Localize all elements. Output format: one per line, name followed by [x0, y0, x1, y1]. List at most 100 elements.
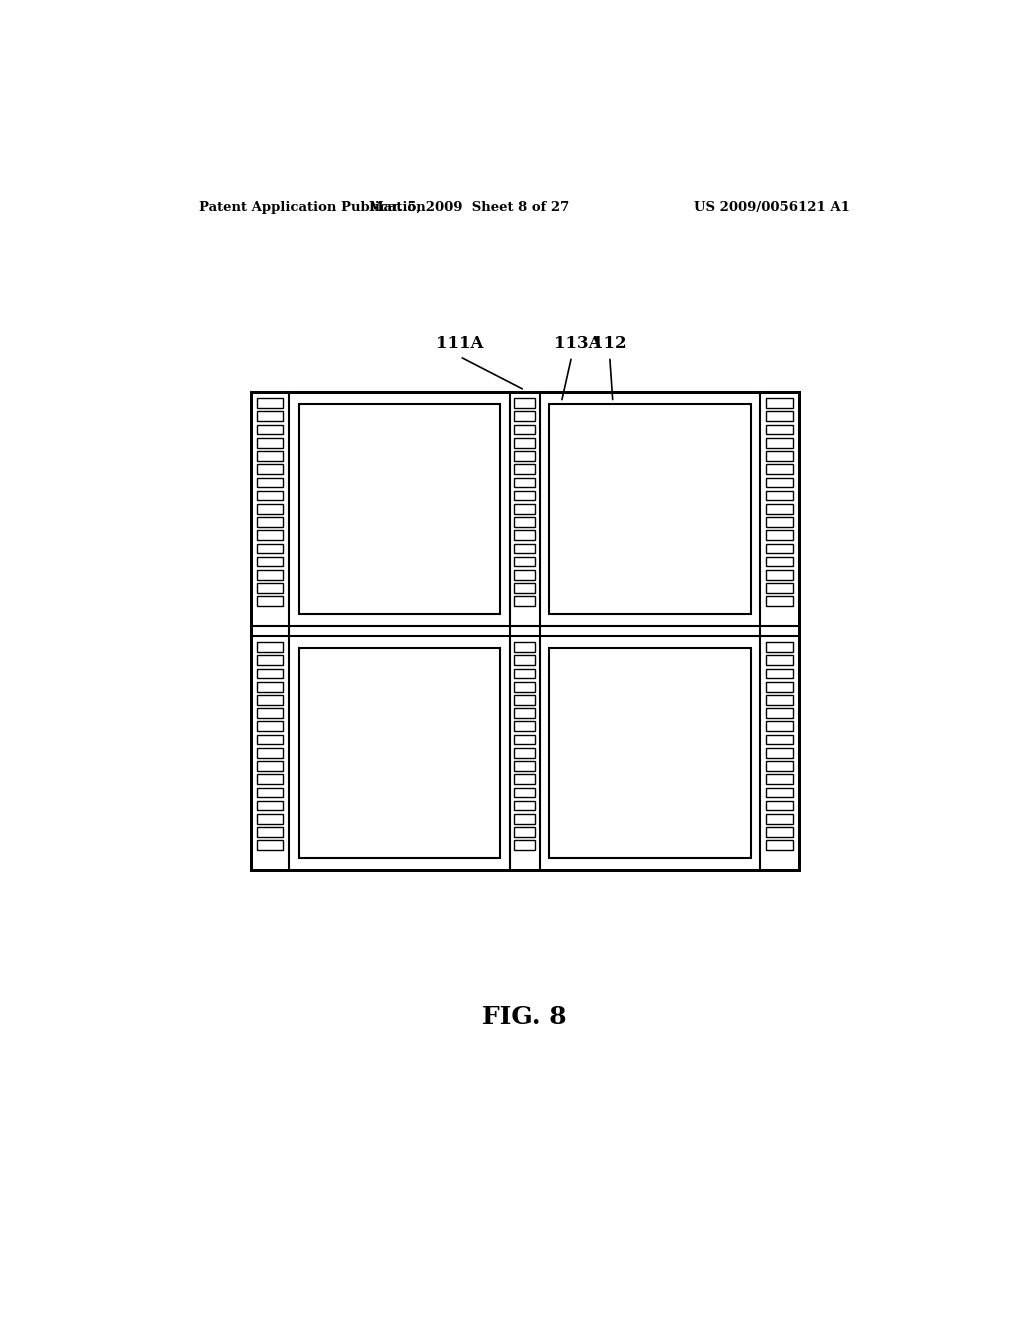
Bar	[257, 775, 284, 784]
Bar	[257, 583, 284, 593]
Bar	[766, 465, 793, 474]
Bar	[766, 841, 793, 850]
Bar	[766, 682, 793, 692]
Bar	[766, 696, 793, 705]
Bar	[257, 597, 284, 606]
Text: US 2009/0056121 A1: US 2009/0056121 A1	[694, 201, 850, 214]
Bar	[766, 762, 793, 771]
Bar	[514, 788, 536, 797]
Bar	[766, 643, 793, 652]
Bar	[514, 399, 536, 408]
Bar	[766, 570, 793, 579]
Bar	[257, 828, 284, 837]
Bar	[766, 544, 793, 553]
Bar	[257, 814, 284, 824]
Bar	[257, 841, 284, 850]
Bar	[257, 544, 284, 553]
Bar	[766, 709, 793, 718]
Text: 113A: 113A	[554, 334, 602, 351]
Text: FIG. 8: FIG. 8	[482, 1006, 567, 1030]
Bar	[257, 451, 284, 461]
Bar	[251, 392, 799, 870]
Bar	[766, 775, 793, 784]
Bar	[257, 722, 284, 731]
Bar	[766, 597, 793, 606]
Bar	[514, 682, 536, 692]
Bar	[514, 451, 536, 461]
Bar	[766, 531, 793, 540]
Bar	[766, 583, 793, 593]
Bar	[514, 412, 536, 421]
Bar	[514, 709, 536, 718]
Bar	[514, 762, 536, 771]
Bar	[514, 531, 536, 540]
Bar	[766, 801, 793, 810]
Bar	[766, 788, 793, 797]
Bar	[514, 722, 536, 731]
Bar	[766, 517, 793, 527]
Bar	[514, 814, 536, 824]
Bar	[514, 544, 536, 553]
Bar	[257, 478, 284, 487]
Bar	[514, 491, 536, 500]
Bar	[257, 531, 284, 540]
Bar	[257, 399, 284, 408]
Bar	[766, 557, 793, 566]
Bar	[514, 597, 536, 606]
Bar	[766, 828, 793, 837]
Bar	[766, 451, 793, 461]
Bar	[257, 696, 284, 705]
Bar	[514, 775, 536, 784]
Bar	[299, 404, 500, 614]
Bar	[257, 788, 284, 797]
Bar	[766, 735, 793, 744]
Bar	[257, 570, 284, 579]
Bar	[299, 648, 500, 858]
Bar	[251, 392, 799, 870]
Bar	[514, 801, 536, 810]
Text: 112: 112	[593, 334, 627, 351]
Bar	[766, 722, 793, 731]
Bar	[550, 404, 751, 614]
Bar	[766, 491, 793, 500]
Text: Patent Application Publication: Patent Application Publication	[200, 201, 426, 214]
Bar	[766, 669, 793, 678]
Bar	[514, 465, 536, 474]
Bar	[257, 491, 284, 500]
Bar	[766, 478, 793, 487]
Bar	[257, 709, 284, 718]
Bar	[257, 801, 284, 810]
Bar	[514, 504, 536, 513]
Bar	[514, 517, 536, 527]
Bar	[514, 557, 536, 566]
Bar	[257, 735, 284, 744]
Bar	[257, 425, 284, 434]
Bar	[514, 656, 536, 665]
Bar	[257, 504, 284, 513]
Bar	[257, 517, 284, 527]
Bar	[257, 762, 284, 771]
Bar	[550, 648, 751, 858]
Bar	[766, 504, 793, 513]
Bar	[257, 669, 284, 678]
Bar	[257, 557, 284, 566]
Bar	[257, 656, 284, 665]
Bar	[514, 828, 536, 837]
Bar	[514, 425, 536, 434]
Bar	[514, 696, 536, 705]
Bar	[257, 748, 284, 758]
Bar	[766, 399, 793, 408]
Bar	[257, 682, 284, 692]
Bar	[766, 656, 793, 665]
Bar	[514, 570, 536, 579]
Text: 111A: 111A	[436, 334, 483, 351]
Bar	[514, 583, 536, 593]
Bar	[766, 425, 793, 434]
Bar	[514, 669, 536, 678]
Bar	[257, 438, 284, 447]
Bar	[257, 412, 284, 421]
Bar	[257, 643, 284, 652]
Bar	[514, 748, 536, 758]
Bar	[514, 478, 536, 487]
Bar	[766, 748, 793, 758]
